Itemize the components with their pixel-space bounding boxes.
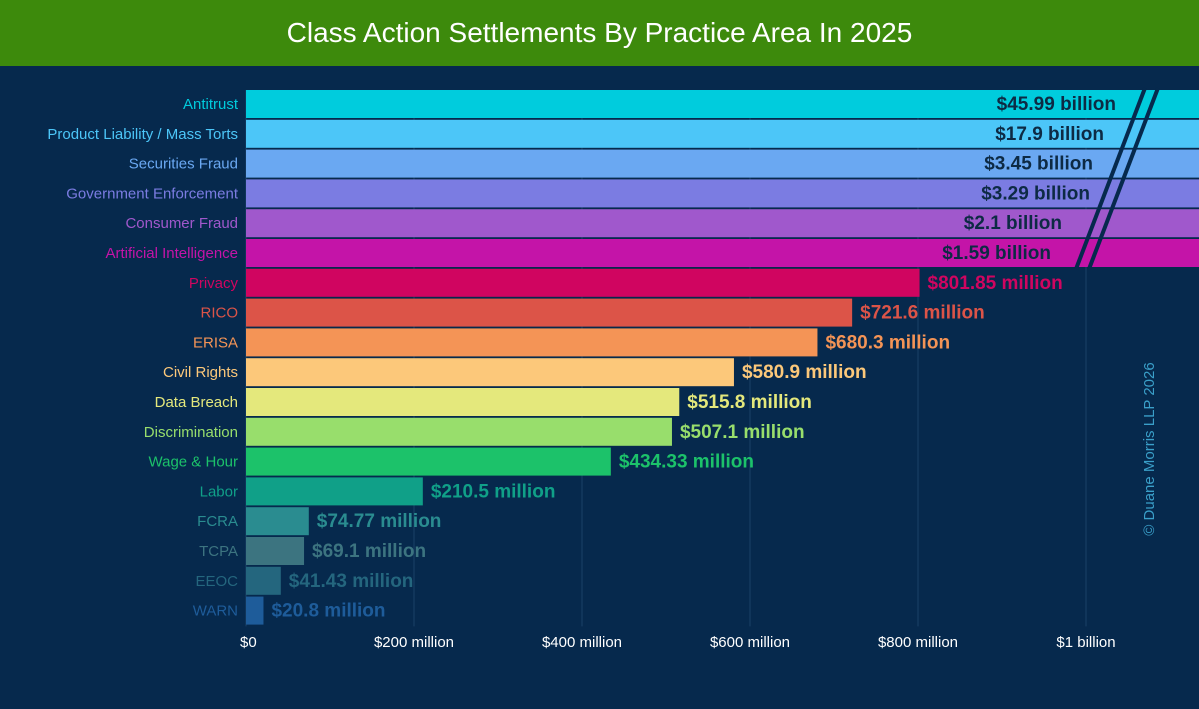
bar-securities-fraud bbox=[246, 149, 1199, 178]
bar-consumer-fraud bbox=[246, 209, 1199, 238]
value-label-labor: $210.5 million bbox=[431, 481, 556, 502]
value-label-product-liability-mass-torts: $17.9 billion bbox=[995, 124, 1104, 145]
bar-wage-hour bbox=[246, 447, 611, 476]
category-label-privacy: Privacy bbox=[189, 275, 239, 292]
bar-rico bbox=[246, 298, 853, 327]
bar-labor bbox=[246, 477, 423, 506]
chart-title: Class Action Settlements By Practice Are… bbox=[286, 17, 913, 48]
category-label-artificial-intelligence: Artificial Intelligence bbox=[105, 245, 238, 262]
title-bar: Class Action Settlements By Practice Are… bbox=[0, 0, 1199, 66]
bar-artificial-intelligence bbox=[246, 239, 1199, 267]
category-label-tcpa: TCPA bbox=[199, 543, 238, 560]
category-label-antitrust: Antitrust bbox=[183, 96, 239, 113]
copyright-watermark: © Duane Morris LLP 2026 bbox=[1141, 362, 1158, 536]
x-tick-label-400: $400 million bbox=[542, 634, 622, 651]
value-label-warn: $20.8 million bbox=[271, 601, 385, 622]
category-label-labor: Labor bbox=[200, 483, 238, 500]
bar-tcpa bbox=[246, 537, 305, 565]
value-label-consumer-fraud: $2.1 billion bbox=[964, 213, 1062, 234]
category-label-consumer-fraud: Consumer Fraud bbox=[125, 215, 238, 232]
value-label-securities-fraud: $3.45 billion bbox=[984, 154, 1093, 175]
x-tick-label-600: $600 million bbox=[710, 634, 790, 651]
value-label-rico: $721.6 million bbox=[860, 303, 985, 324]
category-label-securities-fraud: Securities Fraud bbox=[129, 156, 238, 173]
value-label-antitrust: $45.99 billion bbox=[997, 94, 1116, 115]
value-label-wage-hour: $434.33 million bbox=[619, 452, 754, 473]
value-label-privacy: $801.85 million bbox=[928, 273, 1063, 294]
axis-break-line-2 bbox=[1087, 87, 1160, 270]
category-label-wage-hour: Wage & Hour bbox=[149, 454, 238, 471]
category-label-civil-rights: Civil Rights bbox=[163, 364, 238, 381]
category-label-government-enforcement: Government Enforcement bbox=[66, 185, 239, 202]
axis-break-line-1 bbox=[1074, 87, 1147, 270]
category-label-erisa: ERISA bbox=[193, 334, 238, 351]
value-label-data-breach: $515.8 million bbox=[687, 392, 812, 413]
bar-government-enforcement bbox=[246, 179, 1199, 208]
bar-erisa bbox=[246, 328, 818, 357]
bar-product-liability-mass-torts bbox=[246, 119, 1199, 148]
bar-privacy bbox=[246, 268, 920, 297]
bar-warn bbox=[246, 596, 264, 625]
x-tick-label-200: $200 million bbox=[374, 634, 454, 651]
value-label-civil-rights: $580.9 million bbox=[742, 362, 867, 383]
category-label-product-liability-mass-torts: Product Liability / Mass Torts bbox=[47, 126, 238, 143]
bar-fcra bbox=[246, 507, 309, 536]
bar-civil-rights bbox=[246, 358, 734, 387]
bar-discrimination bbox=[246, 417, 672, 446]
bar-eeoc bbox=[246, 566, 281, 595]
category-label-data-breach: Data Breach bbox=[155, 394, 238, 411]
bar-data-breach bbox=[246, 388, 680, 416]
x-tick-label-800: $800 million bbox=[878, 634, 958, 651]
category-label-eeoc: EEOC bbox=[195, 573, 238, 590]
value-label-tcpa: $69.1 million bbox=[312, 541, 426, 562]
chart-frame: Class Action Settlements By Practice Are… bbox=[0, 0, 1199, 651]
bar-chart: Antitrust Product Liability / Mass Torts S… bbox=[47, 87, 1199, 651]
value-label-eeoc: $41.43 million bbox=[289, 571, 414, 592]
value-label-fcra: $74.77 million bbox=[317, 511, 442, 532]
category-label-discrimination: Discrimination bbox=[144, 424, 238, 441]
x-tick-label-1000: $1 billion bbox=[1056, 634, 1115, 651]
category-label-warn: WARN bbox=[193, 603, 238, 620]
category-label-fcra: FCRA bbox=[197, 513, 238, 530]
value-label-government-enforcement: $3.29 billion bbox=[981, 183, 1090, 204]
value-label-erisa: $680.3 million bbox=[825, 332, 950, 353]
bar-antitrust bbox=[246, 90, 1199, 118]
value-label-artificial-intelligence: $1.59 billion bbox=[942, 243, 1051, 264]
category-label-rico: RICO bbox=[201, 305, 239, 322]
x-tick-label-0: $0 bbox=[240, 634, 257, 651]
value-label-discrimination: $507.1 million bbox=[680, 422, 805, 443]
